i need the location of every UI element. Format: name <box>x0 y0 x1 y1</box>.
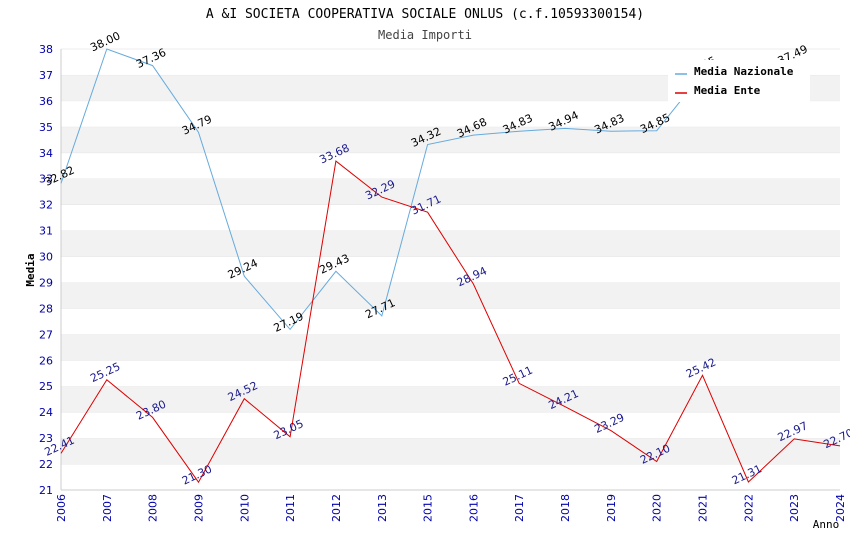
x-tick-label: 2006 <box>55 494 68 522</box>
x-tick-label: 2022 <box>742 494 755 522</box>
y-tick-label: 38 <box>39 43 53 56</box>
y-tick-label: 22 <box>39 458 53 471</box>
grid-band <box>61 256 840 283</box>
grid-bands <box>61 48 840 490</box>
x-tick-label: 2011 <box>284 494 297 522</box>
grid-band <box>61 334 840 361</box>
y-tick-label: 33 <box>39 173 53 186</box>
y-tick-label: 34 <box>39 147 53 160</box>
x-tick-label: 2008 <box>147 494 160 522</box>
grid-band <box>61 204 840 231</box>
grid-band <box>61 360 840 387</box>
legend-label-media-nazionale: Media Nazionale <box>694 65 794 78</box>
y-tick-label: 26 <box>39 354 53 367</box>
y-tick-labels: 21 22 23 24 25 26 27 28 29 30 31 32 33 34 35 36 37 38 <box>39 43 53 497</box>
x-tick-label: 2017 <box>513 494 526 522</box>
y-tick-label: 30 <box>39 251 53 264</box>
y-tick-label: 32 <box>39 199 53 212</box>
grid-band <box>61 152 840 179</box>
grid-band <box>61 438 840 465</box>
grid-band <box>61 230 840 257</box>
x-tick-labels: 2006 2007 2008 2009 2010 2011 2012 2013 2015 2016… <box>55 494 847 522</box>
x-tick-label: 2024 <box>834 494 847 522</box>
y-tick-label: 21 <box>39 484 53 497</box>
y-tick-label: 25 <box>39 380 53 393</box>
legend-box <box>668 60 810 102</box>
y-tick-label: 29 <box>39 276 53 289</box>
x-tick-label: 2007 <box>101 494 114 522</box>
x-tick-label: 2019 <box>605 494 618 522</box>
x-tick-label: 2013 <box>376 494 389 522</box>
y-tick-label: 23 <box>39 432 53 445</box>
y-tick-label: 31 <box>39 225 53 238</box>
series-line-media-nazionale <box>60 48 703 331</box>
x-tick-label: 2016 <box>467 494 480 522</box>
y-tick-label: 36 <box>39 95 53 108</box>
y-tick-label: 27 <box>39 328 53 341</box>
y-tick-label: 37 <box>39 69 53 82</box>
grid-band <box>61 282 840 309</box>
y-tick-label: 24 <box>39 406 53 419</box>
x-tick-label: 2020 <box>651 494 664 522</box>
grid-band <box>61 464 840 490</box>
axes <box>60 49 840 491</box>
grid-band <box>61 308 840 335</box>
y-tick-label: 28 <box>39 302 53 315</box>
grid-band <box>61 100 840 127</box>
grid-band <box>61 386 840 413</box>
x-tick-label: 2009 <box>192 494 205 522</box>
series-line-media-ente <box>60 160 841 484</box>
legend: Media Nazionale Media Ente <box>668 60 810 102</box>
y-tick-label: 35 <box>39 121 53 134</box>
x-tick-label: 2018 <box>559 494 572 522</box>
x-tick-label: 2023 <box>788 494 801 522</box>
x-axis-label: Anno <box>813 518 840 531</box>
chart-subtitle: Media Importi <box>378 28 472 42</box>
x-tick-label: 2015 <box>422 494 435 522</box>
chart-title: A &I SOCIETA COOPERATIVA SOCIALE ONLUS (… <box>206 7 644 22</box>
series-lines <box>60 48 841 484</box>
legend-label-media-ente: Media Ente <box>694 84 761 97</box>
y-axis-label: Media <box>24 253 37 286</box>
x-tick-label: 2010 <box>238 494 251 522</box>
grid-band <box>61 412 840 439</box>
x-tick-label: 2012 <box>330 494 343 522</box>
grid-band <box>61 178 840 205</box>
x-tick-label: 2021 <box>697 494 710 522</box>
